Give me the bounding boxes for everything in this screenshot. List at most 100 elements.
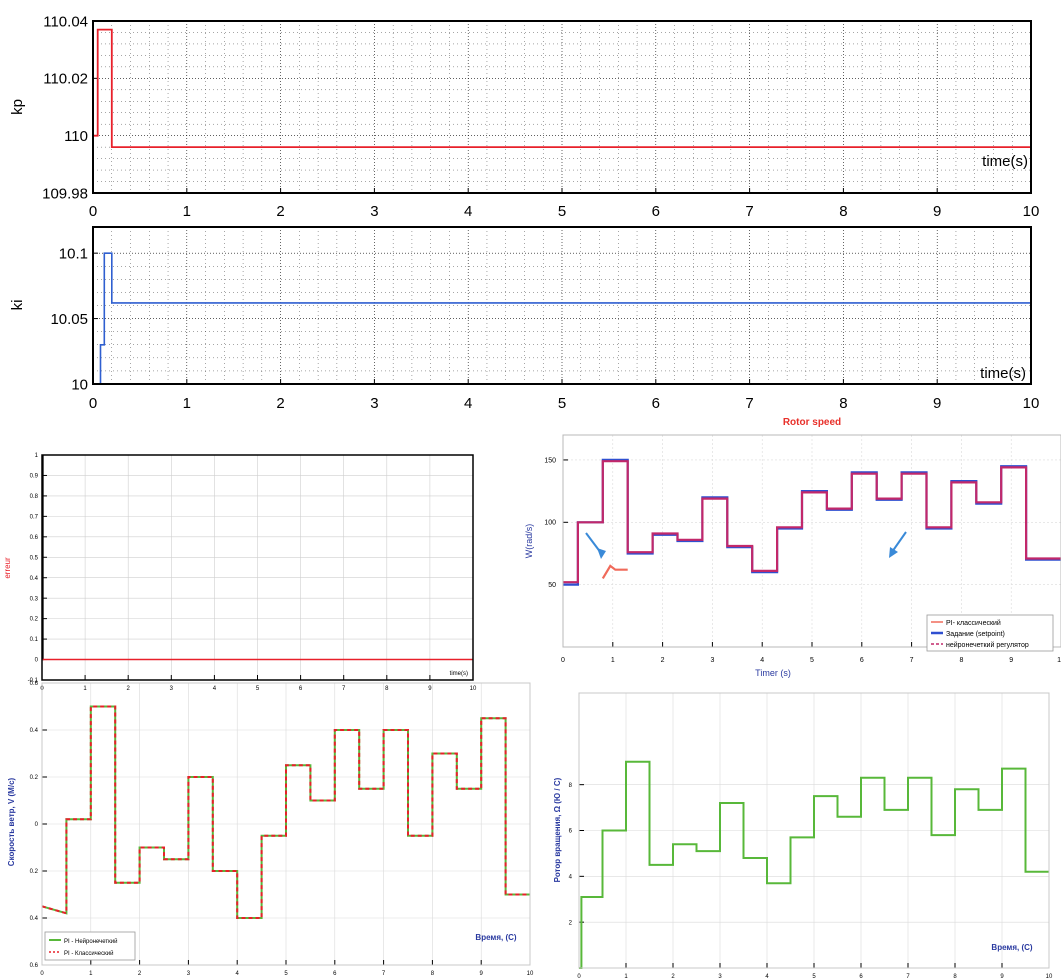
y-tick-label: 6: [569, 829, 573, 835]
x-tick-label: 10: [470, 686, 477, 692]
x-tick-label: 8: [431, 971, 435, 977]
x-tick-label: 6: [652, 203, 660, 220]
y-tick-label: 0: [35, 658, 39, 664]
x-tick-label: 8: [385, 686, 389, 692]
x-tick-label: 9: [1009, 657, 1013, 664]
x-tick-label: 3: [170, 686, 174, 692]
x-tick-label: 8: [953, 974, 957, 980]
x-tick-label: 1: [183, 395, 191, 412]
x-tick-label: 2: [138, 971, 142, 977]
x-tick-label: 1: [624, 974, 628, 980]
x-tick-label: 8: [839, 203, 847, 220]
y-tick-label: 0.6: [30, 681, 39, 687]
error-x-axis-label: time(s): [450, 671, 468, 677]
kp-x-axis-label: time(s): [982, 153, 1028, 170]
x-tick-label: 6: [652, 395, 660, 412]
rotor-speed-title: Rotor speed: [783, 417, 841, 428]
series-line-3-2: [601, 564, 628, 579]
y-tick-label: 0.6: [30, 963, 39, 969]
y-tick-label: 0.9: [30, 474, 39, 480]
y-tick-label: 0.4: [30, 576, 39, 582]
x-tick-label: 8: [839, 395, 847, 412]
panel-ki: 0 1 2 3 4 5 6 7 8 9 10 10 10.05 10.1 ki time(s): [9, 226, 1040, 412]
x-tick-label: 9: [933, 395, 941, 412]
ki-curves: [93, 252, 1031, 385]
x-tick-label: 10: [1046, 974, 1053, 980]
x-tick-label: 2: [661, 657, 665, 664]
legend-entry-setpoint: Задание (setpoint): [946, 631, 1005, 638]
speed-v-x-axis-label: Время, (C): [475, 933, 516, 942]
x-tick-label: 0: [40, 971, 44, 977]
x-tick-label: 6: [299, 686, 303, 692]
x-tick-label: 0: [89, 395, 97, 412]
x-tick-label: 3: [187, 971, 191, 977]
y-tick-label: 2: [569, 920, 573, 926]
x-tick-label: 4: [464, 395, 472, 412]
kp-curves: [93, 28, 1031, 149]
legend-entry-classic: PI - Классический: [64, 950, 113, 957]
panel-speed-v: 0 1 2 3 4 5 6 7 8 9 10 0.6 0.4 0.2 0 0.2 0.4 0.6 Скорост…: [7, 681, 534, 977]
speed-v-legend: PI - Нейронечеткий PI - Классический: [44, 931, 136, 961]
y-tick-label: 1: [35, 453, 39, 459]
series-line-4-1: [41, 705, 530, 919]
y-tick-label: 110.04: [43, 13, 88, 30]
y-tick-label: 0.6: [30, 535, 39, 541]
ki-plot-frame: [92, 226, 1032, 385]
arrow-annotation-1-icon: [585, 532, 606, 559]
ki-y-axis-label: ki: [9, 300, 26, 311]
y-tick-label: 0.2: [30, 617, 39, 623]
rotor-omega-x-tick-labels: 0 1 2 3 4 5 6 7 8 9 10: [577, 974, 1053, 980]
rotor-omega-y-axis-label: Ротор вращения, Ω (Ю / С): [553, 777, 562, 882]
rotor-speed-curves: [563, 458, 1061, 586]
speed-v-curves: [41, 705, 530, 919]
y-tick-label: -0.1: [28, 678, 39, 684]
kp-plot-frame: [92, 20, 1032, 194]
error-y-tick-labels: -0.1 0 0.1 0.2 0.3 0.4 0.5 0.6 0.7 0.8 0.9 1: [28, 453, 39, 684]
y-tick-label: 150: [544, 457, 556, 464]
speed-v-y-tick-labels: 0.6 0.4 0.2 0 0.2 0.4 0.6: [30, 681, 39, 969]
x-tick-label: 1: [83, 686, 87, 692]
legend-box: [926, 614, 1054, 652]
x-tick-label: 4: [760, 657, 764, 664]
speed-v-plot-frame: [41, 682, 531, 966]
x-tick-label: 2: [276, 203, 284, 220]
x-tick-label: 7: [382, 971, 386, 977]
x-tick-label: 1: [611, 657, 615, 664]
x-tick-label: 4: [464, 203, 472, 220]
ki-x-axis-label: time(s): [980, 365, 1026, 382]
y-tick-label: 10.1: [59, 245, 88, 262]
series-line-0-0: [93, 28, 1031, 149]
x-tick-label: 9: [1000, 974, 1004, 980]
speed-v-x-tick-labels: 0 1 2 3 4 5 6 7 8 9 10: [40, 971, 534, 977]
error-x-tick-labels: 0 1 2 3 4 5 6 7 8 9 10: [40, 686, 477, 692]
x-tick-label: 3: [718, 974, 722, 980]
y-tick-label: 0.4: [30, 728, 39, 734]
y-tick-label: 0: [35, 822, 39, 828]
x-tick-label: 3: [370, 203, 378, 220]
x-tick-label: 5: [256, 686, 260, 692]
y-tick-label: 110: [64, 128, 88, 145]
rotor-omega-x-axis-label: Время, (C): [991, 943, 1032, 952]
rotor-speed-x-tick-labels: 0 1 2 3 4 5 6 7 8 9 10: [561, 657, 1061, 664]
x-tick-label: 10: [1057, 657, 1061, 664]
ki-y-tick-labels: 10 10.05 10.1: [50, 245, 88, 393]
legend-entry-neuro: нейронечеткий регулятор: [946, 641, 1029, 649]
panel-rotor-speed: Rotor speed 0 1 2 3 4 5 6 7 8 9 10 50 100 150 W(rad/…: [524, 417, 1061, 678]
x-tick-label: 5: [284, 971, 288, 977]
x-tick-label: 0: [577, 974, 581, 980]
series-line-1-0: [93, 252, 1031, 385]
y-tick-label: 0.4: [30, 916, 39, 922]
x-tick-label: 5: [810, 657, 814, 664]
ki-x-tick-labels: 0 1 2 3 4 5 6 7 8 9 10: [89, 395, 1040, 412]
x-tick-label: 2: [671, 974, 675, 980]
y-tick-label: 0.2: [30, 869, 39, 875]
y-tick-label: 10: [71, 376, 88, 393]
x-tick-label: 9: [480, 971, 484, 977]
x-tick-label: 7: [745, 395, 753, 412]
kp-x-tick-labels: 0 1 2 3 4 5 6 7 8 9 10: [89, 203, 1040, 220]
x-tick-label: 1: [183, 203, 191, 220]
x-tick-label: 4: [765, 974, 769, 980]
rotor-omega-y-tick-labels: 2 4 6 8: [569, 783, 573, 927]
rotor-omega-plot-frame: [578, 692, 1050, 969]
x-tick-label: 3: [370, 395, 378, 412]
